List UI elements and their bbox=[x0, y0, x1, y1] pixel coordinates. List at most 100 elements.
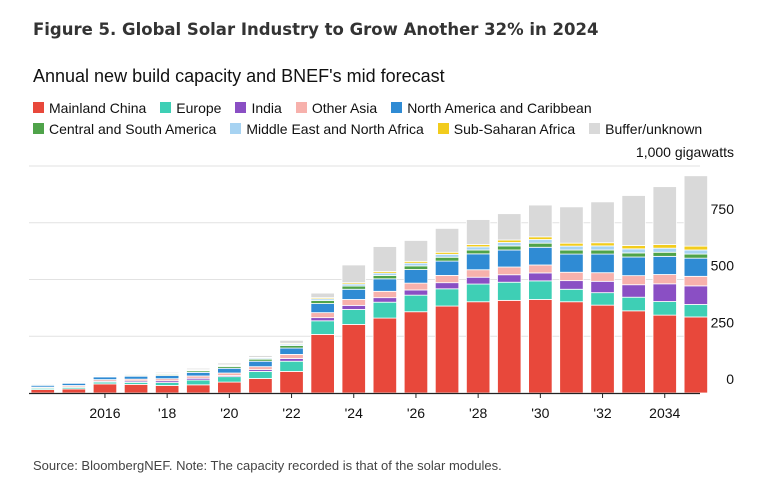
bar-segment-north-america-and-caribbean-2024 bbox=[341, 288, 366, 300]
bar-segment-india-2030 bbox=[528, 272, 553, 282]
bar-segment-buffer-unknown-2035 bbox=[683, 175, 708, 247]
legend-item-buffer-unknown: Buffer/unknown bbox=[589, 121, 702, 137]
bar-segment-buffer-unknown-2024 bbox=[341, 264, 366, 284]
x-tick-label: '26 bbox=[407, 405, 425, 421]
bar-segment-buffer-unknown-2021 bbox=[248, 355, 273, 358]
bar-segment-other-asia-2022 bbox=[279, 354, 304, 359]
bar-segment-middle-east-and-north-africa-2033 bbox=[621, 248, 646, 254]
legend-label: Middle East and North Africa bbox=[246, 120, 424, 137]
bar-segment-mainland-china-2020 bbox=[217, 381, 242, 394]
bar-segment-europe-2020 bbox=[217, 376, 242, 383]
bar-segment-north-america-and-caribbean-2020 bbox=[217, 367, 242, 374]
bar-segment-europe-2027 bbox=[434, 288, 460, 307]
bar-segment-other-asia-2021 bbox=[248, 366, 273, 371]
legend-item-india: India bbox=[235, 100, 282, 116]
bar-segment-mainland-china-2015 bbox=[61, 388, 86, 394]
bar-segment-north-america-and-caribbean-2021 bbox=[248, 360, 273, 368]
bar-segment-other-asia-2031 bbox=[559, 271, 584, 282]
bar-segment-buffer-unknown-2019 bbox=[186, 367, 211, 371]
bar-segment-india-2023 bbox=[310, 317, 335, 322]
bar-segment-buffer-unknown-2023 bbox=[310, 292, 335, 299]
bar-segment-central-and-south-america-2033 bbox=[621, 252, 646, 258]
bar-segment-europe-2026 bbox=[403, 294, 429, 313]
legend-item-europe: Europe bbox=[160, 100, 221, 116]
bar-segment-india-2026 bbox=[403, 289, 429, 296]
legend-label: Sub-Saharan Africa bbox=[453, 120, 576, 137]
y-tick-label: 750 bbox=[711, 201, 735, 217]
bar-segment-europe-2021 bbox=[248, 371, 273, 379]
bar-segment-other-asia-2025 bbox=[372, 290, 398, 299]
bar-segment-north-america-and-caribbean-2035 bbox=[683, 257, 708, 277]
bar-segment-mainland-china-2023 bbox=[310, 334, 335, 394]
legend-swatch bbox=[235, 102, 247, 113]
bar-segment-buffer-unknown-2028 bbox=[465, 219, 491, 245]
bar-segment-other-asia-2023 bbox=[310, 312, 335, 319]
bar-segment-other-asia-2027 bbox=[434, 275, 460, 284]
chart-title: Annual new build capacity and BNEF's mid… bbox=[33, 66, 445, 86]
bar-segment-europe-2034 bbox=[652, 301, 677, 316]
bar-segment-europe-2022 bbox=[279, 360, 304, 372]
bar-segment-central-and-south-america-2035 bbox=[683, 253, 708, 259]
bar-segment-central-and-south-america-2029 bbox=[497, 245, 522, 251]
bar-segment-other-asia-2034 bbox=[652, 274, 677, 285]
bar-segment-europe-2025 bbox=[372, 301, 398, 319]
bar-segment-mainland-china-2024 bbox=[341, 324, 366, 394]
bar-segment-sub-saharan-africa-2034 bbox=[652, 244, 677, 249]
bar-segment-mainland-china-2021 bbox=[248, 378, 273, 394]
x-tick-label: '20 bbox=[220, 405, 238, 421]
bar-segment-mainland-china-2026 bbox=[403, 311, 429, 394]
legend-label: Mainland China bbox=[49, 99, 147, 116]
bar-segment-buffer-unknown-2016 bbox=[92, 374, 118, 376]
bar-segment-other-asia-2024 bbox=[341, 299, 366, 306]
bar-segment-central-and-south-america-2032 bbox=[590, 249, 615, 255]
legend-swatch bbox=[160, 102, 172, 113]
legend-item-sub-saharan-africa: Sub-Saharan Africa bbox=[437, 120, 576, 137]
bar-segment-central-and-south-america-2025 bbox=[372, 275, 398, 280]
bar-segment-mainland-china-2025 bbox=[372, 317, 398, 394]
bar-segment-sub-saharan-africa-2033 bbox=[621, 245, 646, 250]
source-note: Source: BloombergNEF. Note: The capacity… bbox=[33, 458, 502, 473]
bar-segment-central-and-south-america-2030 bbox=[528, 242, 553, 248]
bar-segment-mainland-china-2029 bbox=[497, 299, 522, 394]
bar-segment-india-2032 bbox=[590, 280, 615, 294]
bar-segment-north-america-and-caribbean-2034 bbox=[652, 255, 677, 275]
bar-segment-buffer-unknown-2030 bbox=[528, 204, 553, 238]
bar-segment-mainland-china-2027 bbox=[434, 305, 460, 394]
bar-segment-north-america-and-caribbean-2022 bbox=[279, 347, 304, 355]
legend-swatch bbox=[437, 123, 449, 134]
legend-swatch bbox=[33, 123, 44, 134]
x-tick-label: 2016 bbox=[89, 405, 120, 421]
legend-label: North America and Caribbean bbox=[407, 99, 592, 116]
bar-segment-north-america-and-caribbean-2025 bbox=[372, 278, 398, 292]
bar-segment-india-2025 bbox=[372, 297, 398, 303]
y-tick-label: 1,000 gigawatts bbox=[636, 144, 734, 160]
bar-segment-other-asia-2032 bbox=[590, 272, 615, 282]
bar-segment-mainland-china-2034 bbox=[652, 314, 677, 394]
bar-segment-north-america-and-caribbean-2017 bbox=[123, 375, 149, 380]
bar-segment-mainland-china-2032 bbox=[590, 304, 615, 394]
bar-segment-north-america-and-caribbean-2029 bbox=[497, 249, 522, 268]
bar-segment-other-asia-2026 bbox=[403, 282, 429, 291]
legend-row-2: Central and South America Middle East and… bbox=[33, 118, 702, 139]
bar-segment-sub-saharan-africa-2031 bbox=[559, 242, 584, 247]
bar-segment-central-and-south-america-2031 bbox=[559, 249, 584, 255]
bar-segment-central-and-south-america-2034 bbox=[652, 251, 677, 257]
bar-segment-europe-2028 bbox=[465, 283, 491, 303]
bar-segment-europe-2029 bbox=[497, 281, 522, 301]
bar-segment-other-asia-2033 bbox=[621, 275, 646, 286]
legend-swatch bbox=[391, 102, 403, 113]
bar-segment-central-and-south-america-2026 bbox=[403, 265, 429, 270]
x-tick-label: '32 bbox=[593, 405, 611, 421]
chart-legend: Mainland China Europe India Other Asia North… bbox=[33, 97, 702, 139]
bar-segment-middle-east-and-north-africa-2032 bbox=[590, 245, 615, 251]
bar-segment-europe-2018 bbox=[154, 382, 180, 386]
bar-segment-india-2028 bbox=[465, 276, 491, 285]
bar-segment-central-and-south-america-2023 bbox=[310, 300, 335, 304]
bar-segment-other-asia-2028 bbox=[465, 269, 491, 278]
legend-swatch bbox=[230, 123, 242, 134]
bar-segment-middle-east-and-north-africa-2035 bbox=[683, 249, 708, 255]
legend-label: Buffer/unknown bbox=[605, 120, 703, 137]
bar-segment-india-2022 bbox=[279, 358, 304, 362]
bar-segment-north-america-and-caribbean-2028 bbox=[465, 253, 491, 271]
